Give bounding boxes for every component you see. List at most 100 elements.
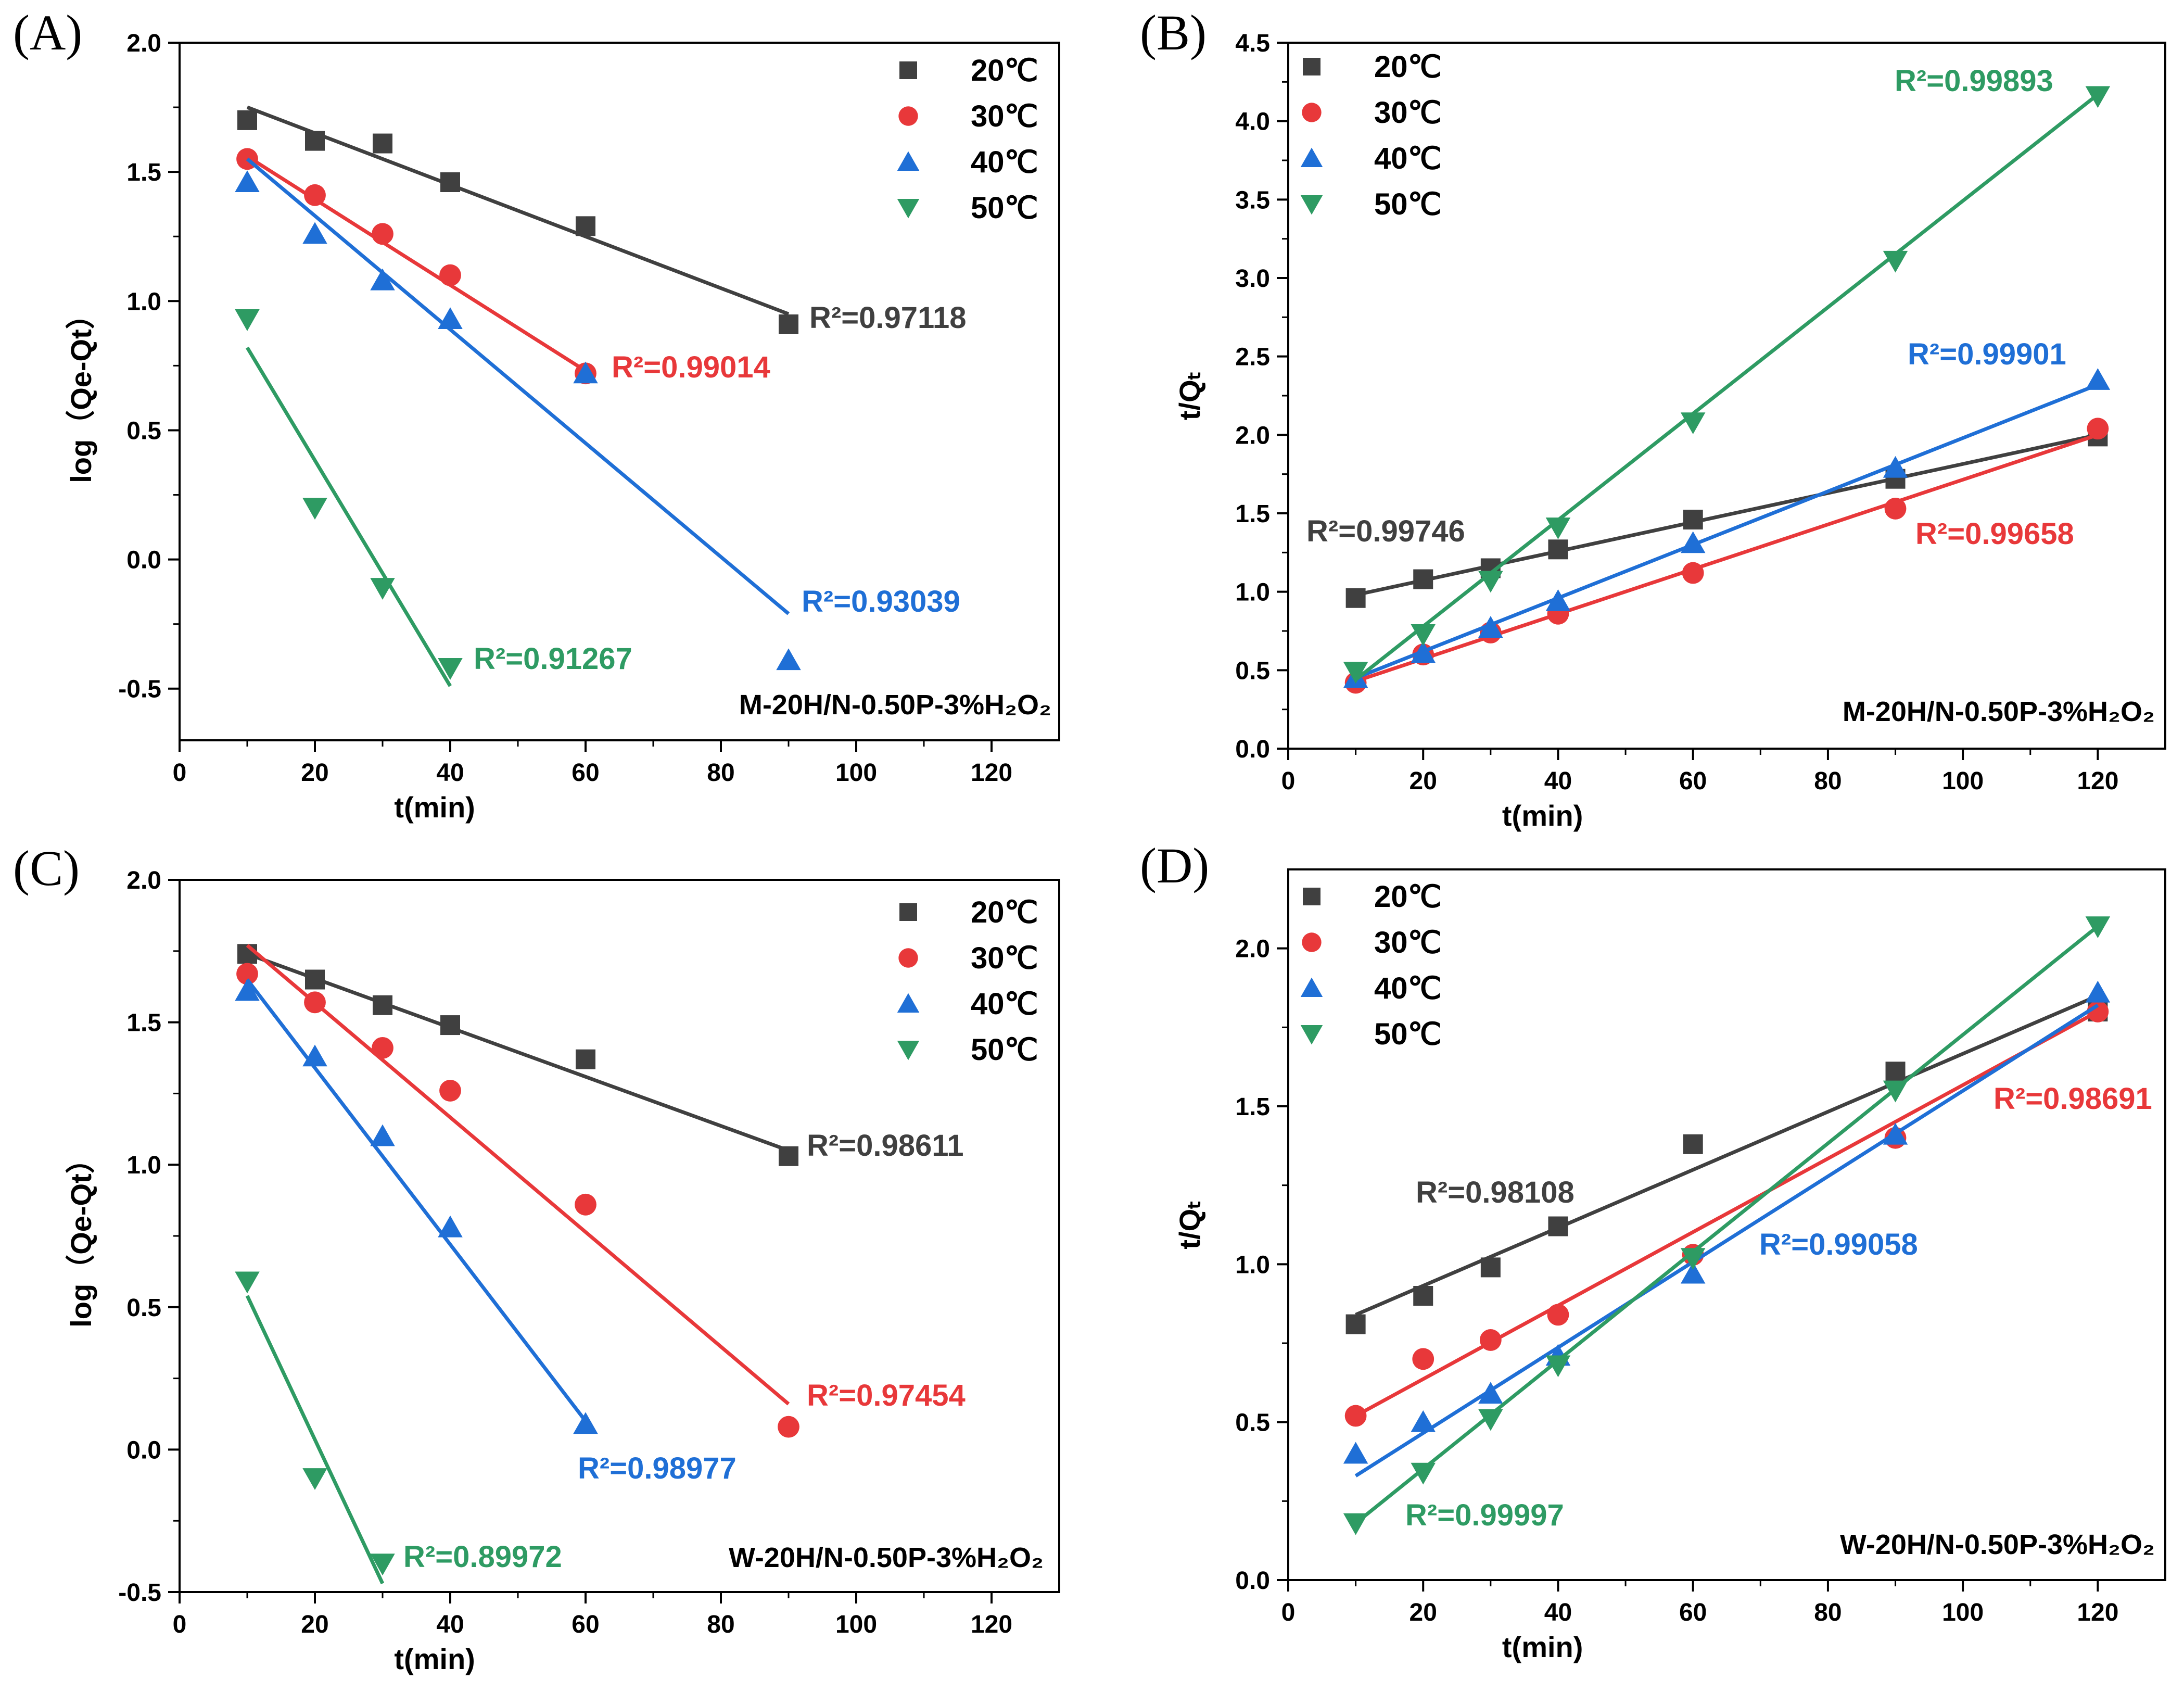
y-tick-label: 1.5 bbox=[1235, 500, 1270, 528]
x-tick-label: 0 bbox=[1281, 1599, 1296, 1626]
r2-annotation: R²=0.98977 bbox=[578, 1451, 737, 1485]
data-point bbox=[1343, 1513, 1368, 1535]
chart-panel: (B) 0 20 40 60 80 100 120 0.0 0.5 1.0 1.5 2.0 2.5 3.0 3… bbox=[1140, 5, 2166, 832]
x-tick-label: 100 bbox=[835, 759, 877, 787]
r2-annotation: R²=0.99901 bbox=[1908, 337, 2066, 371]
y-tick-label: 0.0 bbox=[126, 1436, 161, 1464]
data-point bbox=[2085, 980, 2111, 1003]
fit-line bbox=[1354, 93, 2099, 681]
data-point bbox=[235, 1271, 260, 1294]
legend-label: 20℃ bbox=[1374, 880, 1442, 914]
data-point bbox=[440, 172, 460, 192]
x-axis-title: t(min) bbox=[394, 791, 475, 824]
data-point bbox=[370, 1124, 395, 1146]
x-tick-label: 100 bbox=[835, 1611, 877, 1638]
data-point bbox=[1302, 932, 1322, 952]
y-axis-title: log（Qe-Qt） bbox=[65, 300, 97, 483]
data-point bbox=[302, 1044, 327, 1067]
legend-entry: 30℃ bbox=[1302, 926, 1442, 959]
series: R²=0.91267 bbox=[235, 309, 632, 687]
r2-annotation: R²=0.99058 bbox=[1759, 1228, 1918, 1261]
legend-label: 40℃ bbox=[1374, 142, 1442, 175]
data-point bbox=[302, 222, 327, 244]
x-tick-label: 40 bbox=[436, 759, 464, 787]
data-point bbox=[898, 106, 918, 126]
fit-line bbox=[1355, 994, 2099, 1317]
y-tick-label: 0.5 bbox=[1235, 657, 1270, 685]
data-point bbox=[1884, 498, 1907, 520]
data-point bbox=[573, 361, 598, 384]
data-point bbox=[1478, 1382, 1503, 1404]
data-point bbox=[1344, 1405, 1367, 1427]
data-point bbox=[373, 995, 392, 1015]
r2-annotation: R²=0.98108 bbox=[1416, 1176, 1574, 1209]
sample-label: M-20H/N-0.50P-3%H₂O₂ bbox=[1843, 696, 2155, 727]
x-tick-label: 40 bbox=[1544, 1599, 1572, 1626]
data-point bbox=[1300, 977, 1323, 997]
r2-annotation: R²=0.99893 bbox=[1895, 64, 2053, 98]
series: R²=0.99997 bbox=[1343, 916, 2111, 1535]
legend-entry: 20℃ bbox=[1303, 50, 1442, 84]
data-point bbox=[1412, 1348, 1434, 1370]
series: R²=0.99058 bbox=[1343, 980, 2111, 1478]
legend-label: 40℃ bbox=[971, 987, 1038, 1021]
y-tick-label: 1.0 bbox=[126, 288, 161, 315]
data-point bbox=[302, 498, 327, 520]
data-point bbox=[440, 1015, 460, 1036]
legend-label: 50℃ bbox=[1374, 1017, 1442, 1051]
x-tick-label: 60 bbox=[1679, 1599, 1707, 1626]
data-point bbox=[1300, 195, 1323, 215]
panel-letter: (B) bbox=[1140, 5, 1207, 60]
r2-annotation: R²=0.91267 bbox=[474, 642, 632, 676]
x-tick-label: 80 bbox=[1814, 767, 1842, 795]
data-point bbox=[2085, 86, 2111, 108]
data-point bbox=[370, 268, 395, 291]
data-point bbox=[2085, 916, 2111, 938]
r2-annotation: R²=0.98611 bbox=[807, 1129, 964, 1163]
legend-entry: 20℃ bbox=[899, 895, 1038, 929]
legend-entry: 30℃ bbox=[1302, 96, 1442, 130]
x-tick-label: 120 bbox=[971, 1611, 1012, 1638]
y-tick-label: 0.5 bbox=[126, 1294, 161, 1322]
legend-entry: 40℃ bbox=[1300, 971, 1442, 1005]
x-tick-label: 20 bbox=[301, 759, 328, 787]
data-point bbox=[1883, 250, 1908, 273]
data-point bbox=[302, 1468, 327, 1490]
data-point bbox=[1480, 1257, 1501, 1278]
plot-frame bbox=[179, 42, 1060, 741]
fit-line bbox=[1355, 383, 2099, 680]
legend-entry: 40℃ bbox=[897, 145, 1038, 179]
data-point bbox=[1300, 147, 1323, 167]
fit-line bbox=[1355, 433, 2099, 683]
r2-annotation: R²=0.98691 bbox=[1993, 1082, 2152, 1116]
legend-label: 40℃ bbox=[971, 145, 1038, 179]
data-point bbox=[438, 307, 463, 330]
r2-annotation: R²=0.97454 bbox=[807, 1379, 966, 1412]
y-tick-label: 0.5 bbox=[126, 417, 161, 445]
data-point bbox=[1680, 1248, 1706, 1270]
data-point bbox=[236, 963, 258, 985]
x-tick-label: 0 bbox=[1281, 767, 1296, 795]
x-tick-label: 20 bbox=[1410, 767, 1437, 795]
x-tick-label: 100 bbox=[1942, 1599, 1984, 1626]
x-axis-title: t(min) bbox=[1502, 1631, 1583, 1663]
x-tick-label: 120 bbox=[2077, 767, 2118, 795]
data-point bbox=[575, 1193, 596, 1216]
data-point bbox=[1680, 412, 1706, 435]
data-point bbox=[1547, 1304, 1569, 1326]
x-tick-label: 0 bbox=[173, 1611, 187, 1638]
y-tick-label: 2.0 bbox=[126, 867, 161, 894]
fit-line bbox=[246, 105, 790, 316]
data-point bbox=[1478, 616, 1503, 638]
data-point bbox=[897, 151, 920, 171]
sample-label: M-20H/N-0.50P-3%H₂O₂ bbox=[739, 689, 1051, 721]
fit-line bbox=[1355, 433, 2099, 597]
data-point bbox=[576, 216, 595, 236]
fit-line bbox=[246, 952, 790, 1153]
x-tick-label: 80 bbox=[707, 1611, 734, 1638]
series: R²=0.98977 bbox=[235, 978, 737, 1485]
chart-panel: (D) 0 20 40 60 80 100 120 0.0 0.5 1.0 1.5 2.0 t(min) t… bbox=[1140, 838, 2166, 1663]
y-tick-label: 2.0 bbox=[1235, 422, 1270, 449]
y-tick-label: 0.0 bbox=[126, 547, 161, 574]
data-point bbox=[1303, 58, 1320, 75]
